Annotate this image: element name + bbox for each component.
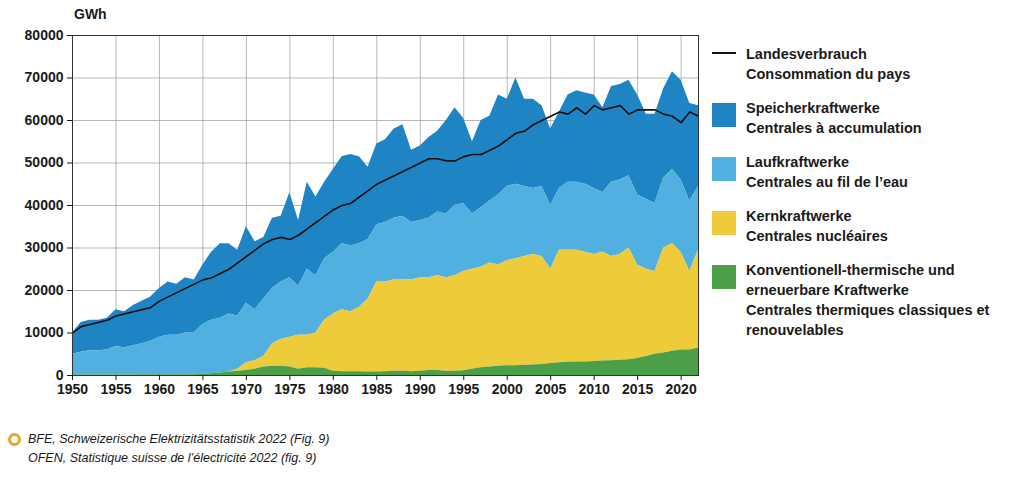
svg-text:2005: 2005	[535, 381, 566, 397]
svg-text:1985: 1985	[361, 381, 392, 397]
svg-text:1960: 1960	[144, 381, 175, 397]
html-text:Konventionell-thermische und e: Konventionell-thermische und erneuerbare…	[746, 262, 990, 338]
svg-text:1995: 1995	[448, 381, 479, 397]
svg-text:2010: 2010	[579, 381, 610, 397]
svg-text:1955: 1955	[100, 381, 131, 397]
html-text:Landesverbrauch Consommation d: Landesverbrauch Consommation du pays	[746, 46, 911, 82]
svg-text:1980: 1980	[318, 381, 349, 397]
svg-text:1975: 1975	[274, 381, 305, 397]
svg-text:1965: 1965	[187, 381, 218, 397]
svg-text:2000: 2000	[492, 381, 523, 397]
html-text:GWh: GWh	[74, 6, 107, 22]
svg-text:50000: 50000	[25, 154, 64, 170]
svg-text:40000: 40000	[25, 197, 64, 213]
svg-text:2020: 2020	[666, 381, 697, 397]
svg-text:30000: 30000	[25, 239, 64, 255]
html-text:BFE, Schweizerische Elektrizit: BFE, Schweizerische Elektrizitätsstatist…	[28, 432, 330, 465]
svg-text:80000: 80000	[25, 27, 64, 43]
svg-text:2015: 2015	[622, 381, 653, 397]
svg-text:1970: 1970	[231, 381, 262, 397]
html-text:Speicherkraftwerke Centrales à: Speicherkraftwerke Centrales à accumulat…	[746, 100, 922, 136]
svg-text:1950: 1950	[57, 381, 88, 397]
svg-text:70000: 70000	[25, 69, 64, 85]
html-text:Kernkraftwerke Centrales nuclé: Kernkraftwerke Centrales nucléaires	[746, 208, 888, 244]
svg-text:60000: 60000	[25, 112, 64, 128]
svg-text:0: 0	[56, 367, 64, 383]
html-text:Laufkraftwerke Centrales au fi: Laufkraftwerke Centrales au fil de l’eau	[746, 154, 908, 190]
svg-text:20000: 20000	[25, 282, 64, 298]
svg-text:10000: 10000	[25, 324, 64, 340]
svg-text:1990: 1990	[405, 381, 436, 397]
